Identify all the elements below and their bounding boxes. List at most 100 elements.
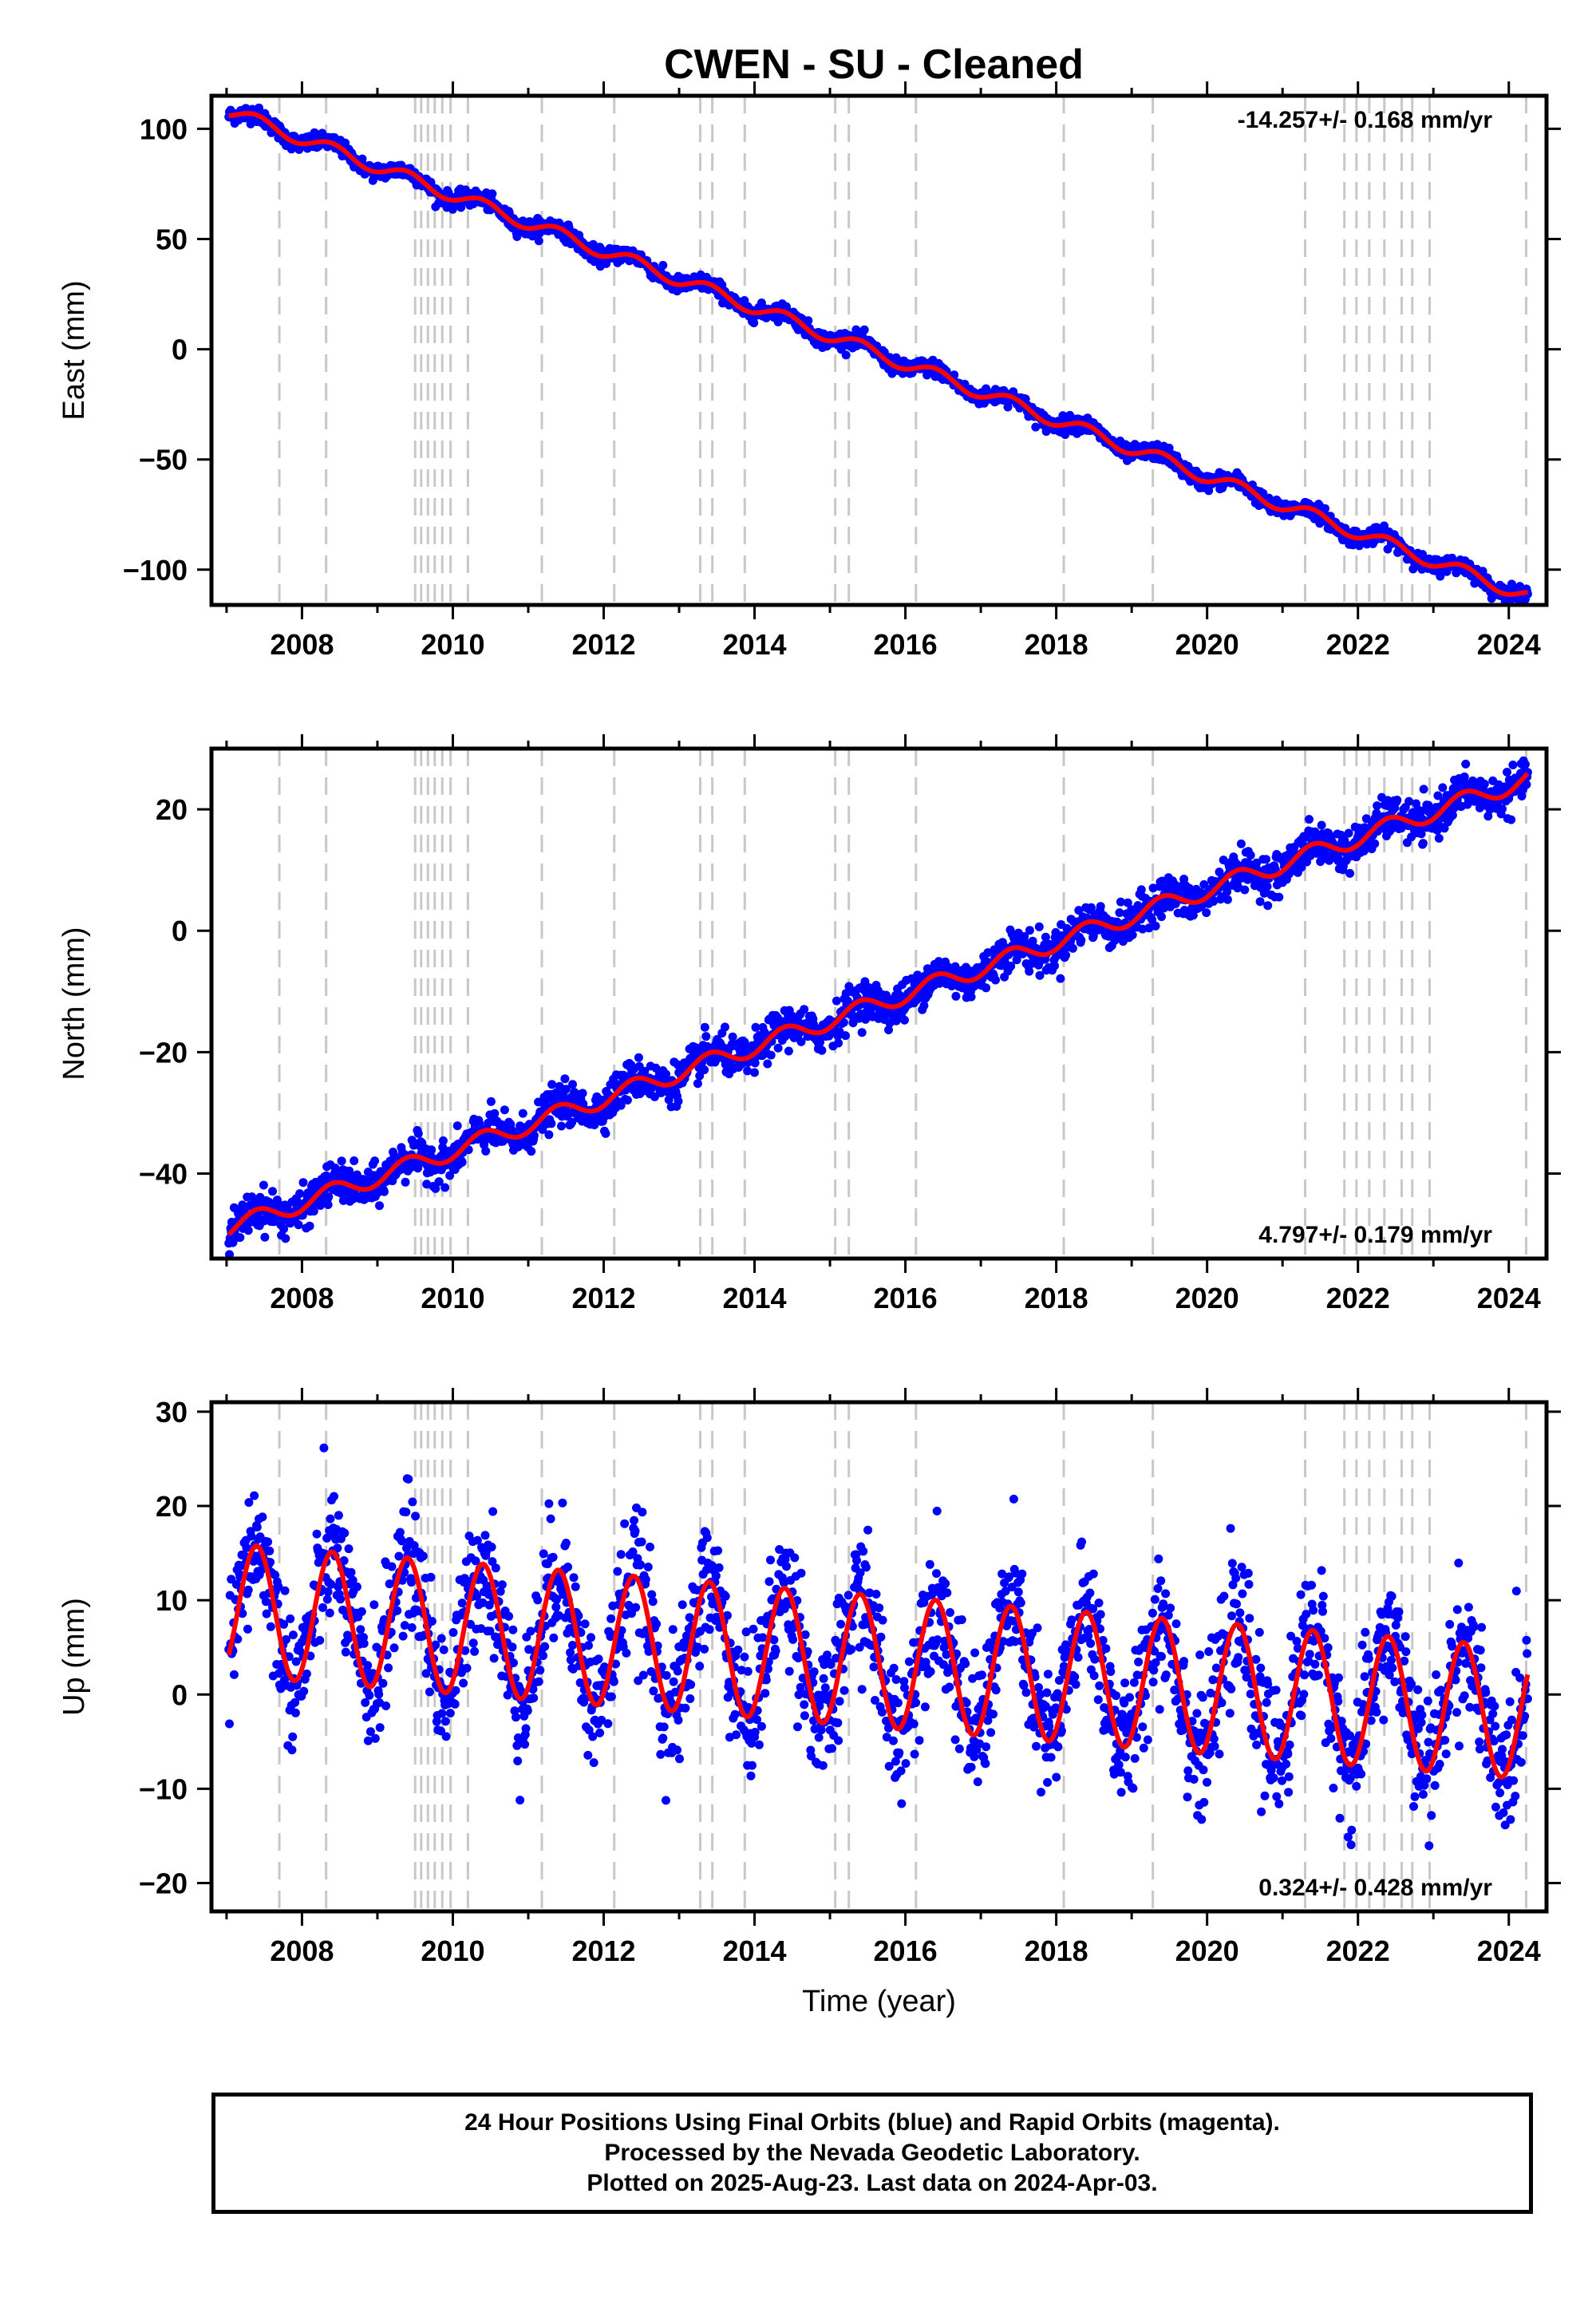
x-tick-label: 2016	[874, 628, 938, 661]
x-tick-label: 2024	[1477, 628, 1541, 661]
data-point	[841, 1031, 850, 1041]
x-tick-label: 2012	[571, 628, 635, 661]
data-point	[418, 1551, 428, 1561]
data-point	[252, 1523, 262, 1531]
data-point	[411, 1512, 421, 1521]
data-point	[1056, 974, 1065, 983]
data-point	[1068, 943, 1077, 953]
model-line	[228, 111, 1528, 597]
data-point	[323, 1200, 333, 1209]
data-point	[766, 1050, 776, 1060]
data-point	[634, 1053, 643, 1062]
data-point	[425, 1687, 434, 1697]
data-point	[784, 1046, 793, 1056]
data-point	[287, 1745, 297, 1755]
data-point	[294, 1220, 303, 1230]
data-point	[534, 236, 543, 246]
data-point	[1025, 926, 1034, 935]
data-point	[1157, 912, 1166, 922]
data-point	[490, 1109, 500, 1118]
data-point	[1370, 839, 1380, 848]
data-point	[900, 1015, 909, 1025]
chart-title: CWEN - SU - Cleaned	[664, 41, 1084, 88]
data-point	[387, 1562, 397, 1571]
x-tick-label: 2016	[874, 1282, 938, 1314]
data-point	[1508, 761, 1518, 769]
data-point	[951, 991, 961, 1001]
data-point	[268, 1187, 277, 1196]
data-point	[281, 1234, 290, 1243]
data-point	[1223, 895, 1232, 904]
data-point	[1373, 801, 1382, 811]
data-point	[235, 1233, 245, 1243]
data-point	[318, 1603, 327, 1612]
panels: 2008 2010 2012 2014 2016 2018 2020 2022 20241005…	[57, 81, 1561, 2018]
data-point	[560, 1074, 570, 1084]
data-point	[804, 316, 813, 326]
data-point	[243, 1624, 252, 1634]
data-point	[782, 302, 791, 311]
data-point	[243, 1226, 253, 1235]
data-point	[437, 1634, 446, 1643]
data-point	[381, 1701, 391, 1710]
data-point	[323, 1587, 333, 1597]
data-point	[674, 1097, 683, 1106]
data-point	[450, 1699, 460, 1709]
x-tick-label: 2010	[421, 1282, 484, 1314]
data-point	[344, 1544, 354, 1554]
data-point	[544, 1130, 554, 1140]
data-point	[1317, 820, 1326, 830]
data-point	[263, 1537, 273, 1547]
data-point	[602, 259, 611, 268]
y-axis-label: North (mm)	[57, 927, 91, 1080]
data-point	[1061, 951, 1071, 960]
data-point	[728, 1032, 737, 1041]
data-point	[427, 1145, 437, 1155]
data-point	[265, 1546, 275, 1555]
data-point	[389, 1643, 399, 1653]
data-point	[457, 1157, 467, 1167]
data-point	[1503, 768, 1511, 777]
data-point	[295, 1189, 305, 1199]
data-point	[1479, 779, 1489, 788]
data-point	[622, 1096, 632, 1105]
data-point	[1434, 833, 1444, 843]
x-tick-label: 2022	[1326, 628, 1390, 661]
data-point	[1202, 908, 1211, 918]
data-point	[817, 1045, 827, 1055]
data-point	[319, 1443, 329, 1452]
data-point	[398, 1631, 408, 1641]
x-tick-label: 2022	[1326, 1282, 1390, 1314]
data-point	[1419, 785, 1428, 794]
data-point	[322, 1595, 332, 1604]
data-point	[374, 1690, 384, 1699]
data-point	[288, 1732, 298, 1741]
data-point	[1344, 828, 1353, 838]
data-point	[700, 1065, 709, 1074]
data-point	[260, 1232, 270, 1242]
data-point	[518, 1109, 527, 1118]
data-point	[859, 325, 869, 334]
data-point	[1274, 892, 1284, 902]
data-point	[481, 1146, 491, 1156]
data-point	[370, 1156, 380, 1166]
data-point	[1031, 422, 1041, 432]
data-point	[384, 1663, 393, 1673]
x-tick-label: 2008	[270, 1282, 334, 1314]
data-point	[378, 1678, 388, 1688]
data-point	[1262, 882, 1272, 891]
data-point	[1077, 935, 1086, 945]
data-point	[407, 1578, 416, 1587]
data-point	[350, 1156, 359, 1165]
y-tick-label: 0	[172, 334, 188, 366]
data-point	[337, 1156, 346, 1166]
data-point	[991, 975, 1000, 985]
data-point	[326, 1514, 335, 1524]
data-point	[401, 1508, 411, 1517]
data-point	[298, 1178, 308, 1188]
data-point	[365, 1690, 374, 1700]
data-point	[359, 1638, 369, 1648]
data-point	[1305, 815, 1314, 824]
data-point	[1345, 868, 1355, 878]
data-point	[397, 1536, 407, 1546]
